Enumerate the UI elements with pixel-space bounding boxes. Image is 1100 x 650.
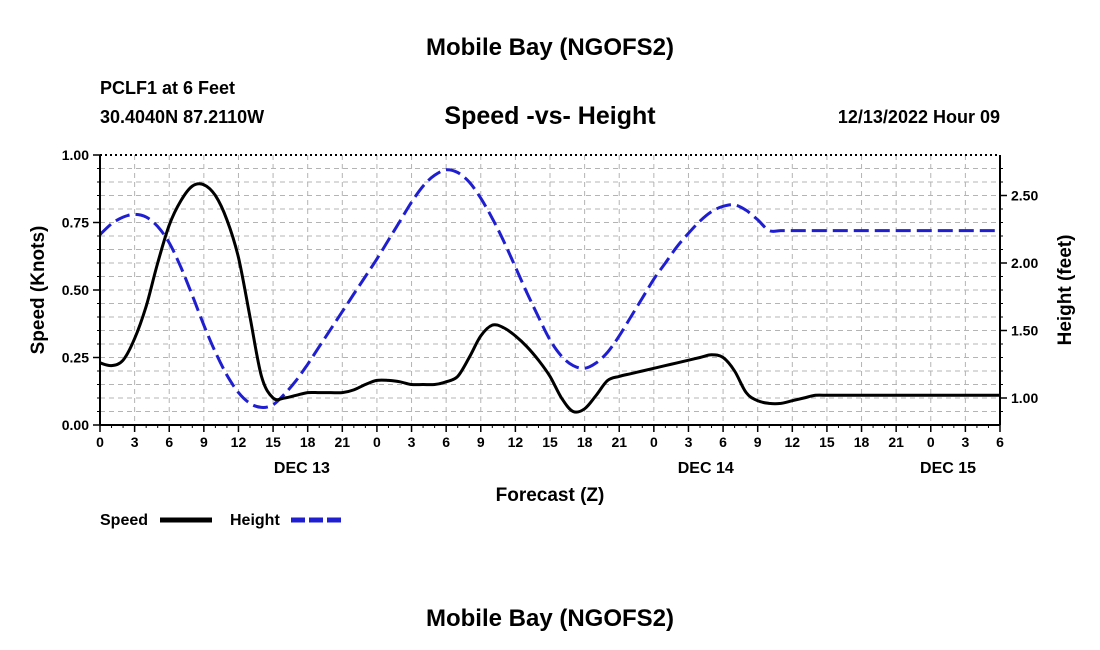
x-tick-label: 3 [131, 434, 139, 450]
tick-layer: 0 3 6 9 12 15 18 21 0 3 6 9 12 15 18 21 0 3 6 9 12 15 18 21 0 3 6 D… [62, 147, 1039, 477]
x-axis-label: Forecast (Z) [496, 485, 605, 506]
y2-tick-label: 1.50 [1011, 323, 1038, 339]
x-tick-label: 0 [927, 434, 935, 450]
y-tick-label: 0.25 [62, 350, 89, 366]
x-tick-label: 21 [888, 434, 904, 450]
datetime-label: 12/13/2022 Hour 09 [838, 107, 1000, 127]
y-axis-label: Speed (Knots) [28, 226, 49, 355]
x-tick-label: 0 [96, 434, 104, 450]
legend-speed-label: Speed [100, 512, 148, 529]
x-tick-label: 6 [442, 434, 450, 450]
y-tick-label: 1.00 [62, 147, 89, 163]
series-layer [98, 168, 1000, 414]
x-tick-label: 3 [408, 434, 416, 450]
y2-tick-label: 1.00 [1011, 390, 1038, 406]
x-tick-label: 6 [719, 434, 727, 450]
grid [100, 155, 1000, 425]
x-tick-label: 12 [785, 434, 801, 450]
coordinates-label: 30.4040N 87.2110W [100, 107, 264, 127]
x-tick-label: 15 [819, 434, 835, 450]
legend: Speed Height [100, 512, 343, 529]
y2-axis-label: Height (feet) [1055, 235, 1076, 346]
x-tick-label: 12 [508, 434, 524, 450]
day-label: DEC 13 [274, 460, 330, 477]
legend-height-label: Height [230, 512, 280, 529]
x-tick-label: 9 [477, 434, 485, 450]
y-tick-label: 0.00 [62, 417, 89, 433]
x-tick-label: 18 [300, 434, 316, 450]
x-tick-label: 21 [335, 434, 351, 450]
x-tick-label: 18 [577, 434, 593, 450]
x-tick-label: 15 [265, 434, 281, 450]
x-tick-label: 18 [854, 434, 870, 450]
y2-tick-label: 2.50 [1011, 188, 1038, 204]
page-title: Mobile Bay (NGOFS2) [426, 34, 674, 61]
x-tick-label: 15 [542, 434, 558, 450]
x-tick-label: 12 [231, 434, 247, 450]
x-tick-label: 0 [650, 434, 658, 450]
x-tick-label: 0 [373, 434, 381, 450]
speed-series-line [99, 182, 1000, 414]
y-tick-label: 0.50 [62, 282, 89, 298]
day-label: DEC 15 [920, 460, 976, 477]
x-tick-label: 3 [685, 434, 693, 450]
station-label: PCLF1 at 6 Feet [100, 78, 235, 98]
chart-subtitle: Speed -vs- Height [444, 102, 656, 130]
x-tick-label: 6 [996, 434, 1004, 450]
y2-tick-label: 2.00 [1011, 255, 1038, 271]
y-tick-label: 0.75 [62, 215, 89, 231]
x-tick-label: 6 [165, 434, 173, 450]
page-title-repeat: Mobile Bay (NGOFS2) [426, 605, 674, 632]
day-label: DEC 14 [678, 460, 734, 477]
x-tick-label: 9 [754, 434, 762, 450]
x-tick-label: 9 [200, 434, 208, 450]
x-tick-label: 3 [961, 434, 969, 450]
x-tick-label: 21 [611, 434, 627, 450]
